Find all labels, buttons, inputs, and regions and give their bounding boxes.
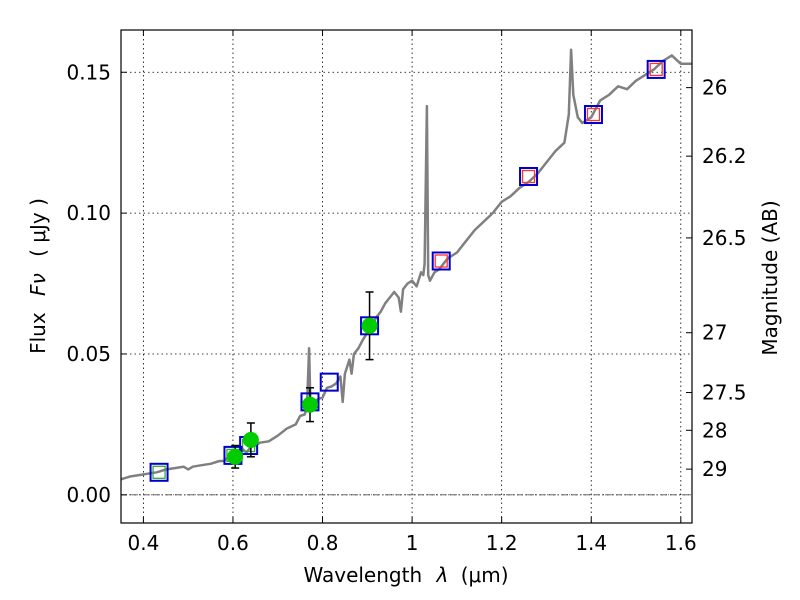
observed-upper-marker <box>649 62 663 77</box>
detection-point <box>242 431 259 448</box>
model-photometry-marker <box>583 105 603 125</box>
y-axis-title: Flux Fν ( μJy ) <box>26 198 50 354</box>
x-tick-label: 1.4 <box>575 531 607 555</box>
grid <box>121 30 692 523</box>
magnitude-tick-label: 28 <box>702 418 727 442</box>
magnitude-tick-label: 27 <box>702 321 727 345</box>
x-tick-label: 0.4 <box>127 531 159 555</box>
detection-point <box>227 448 244 465</box>
model-photometry-marker <box>646 59 666 79</box>
magnitude-tick-label: 26.5 <box>702 226 747 250</box>
magnitude-tick-label: 29 <box>702 457 727 481</box>
magnitude-tick-label: 27.5 <box>702 381 747 405</box>
observed-upper-marker <box>586 107 601 122</box>
observed-upper-marker <box>521 169 536 184</box>
model-photometry-marker <box>149 462 169 482</box>
detection-point <box>361 317 378 334</box>
plot-frame <box>120 29 693 524</box>
tick-labels: 0.4 0.6 0.8 1 1.2 1.4 1.6 0.00 0.05 0.10 0.15 26 26.… <box>66 60 746 555</box>
series-layer <box>120 48 692 482</box>
magnitude-tick-label: 26.2 <box>702 144 747 168</box>
y-tick-label: 0.10 <box>66 201 111 225</box>
y-tick-label: 0.15 <box>66 60 111 84</box>
tick-marks <box>121 30 692 523</box>
x-axis-title: Wavelength λ (μm) <box>303 563 508 587</box>
observed-optical-marker <box>152 465 166 479</box>
x-tick-label: 1.2 <box>486 531 518 555</box>
model-photometry-marker <box>319 372 339 392</box>
model-photometry-marker <box>519 166 539 186</box>
x-tick-label: 1.6 <box>665 531 697 555</box>
model-photometry-marker <box>431 251 451 271</box>
y-tick-label: 0.05 <box>66 342 111 366</box>
x-tick-label: 1 <box>406 531 419 555</box>
observed-upper-marker <box>434 254 448 268</box>
magnitude-tick-label: 26 <box>702 76 727 100</box>
x-tick-label: 0.8 <box>307 531 339 555</box>
y-tick-label: 0.00 <box>66 483 111 507</box>
detection-point <box>301 396 318 413</box>
y2-axis-title: Magnitude (AB) <box>758 200 782 355</box>
x-tick-label: 0.6 <box>217 531 249 555</box>
